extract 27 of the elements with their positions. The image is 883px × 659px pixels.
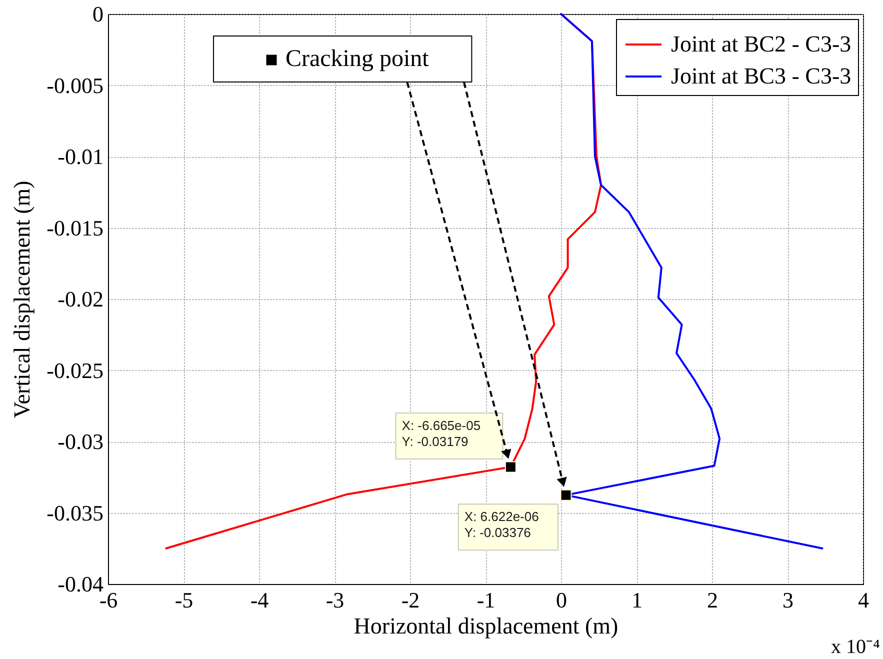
y-tick-label: -0.01 bbox=[58, 144, 104, 169]
y-tick-label: -0.04 bbox=[58, 572, 104, 596]
x-tick-label: -1 bbox=[476, 588, 496, 612]
x-tick-label: 3 bbox=[782, 588, 794, 612]
x-axis-title: Horizontal displacement (m) bbox=[354, 614, 618, 638]
legend-label: Joint at BC3 - C3-3 bbox=[671, 64, 852, 88]
x-tick-label: 1 bbox=[632, 588, 642, 612]
x-tick-label: -3 bbox=[326, 588, 344, 612]
legend-label: Cracking point bbox=[286, 46, 430, 72]
text: x 10⁻⁴ bbox=[831, 636, 880, 658]
annotation: X: -6.665e-05 Y: -0.03179 bbox=[402, 418, 481, 450]
x-tick-label: 0 bbox=[556, 588, 567, 612]
y-axis-title: Vertical displacement (m) bbox=[10, 180, 35, 418]
annotation: X: 6.622e-06 Y: -0.03376 bbox=[464, 509, 539, 540]
y-tick-label: -0.005 bbox=[46, 72, 104, 98]
legend-label: Joint at BC2 - C3-3 bbox=[671, 32, 852, 56]
y-tick-label: -0.02 bbox=[58, 286, 104, 312]
x-tick-label: -5 bbox=[174, 588, 194, 612]
y-tick-label: -0.025 bbox=[46, 358, 104, 383]
x-tick-label: -2 bbox=[401, 588, 420, 612]
x-tick-label: 4 bbox=[858, 588, 869, 612]
x-tick-label: 2 bbox=[707, 588, 718, 612]
y-tick-label: -0.015 bbox=[46, 215, 104, 240]
y-tick-label: -0.03 bbox=[58, 429, 104, 454]
y-tick-label: -0.035 bbox=[46, 500, 104, 526]
y-tick-label: 0 bbox=[92, 2, 104, 26]
x-tick-label: -4 bbox=[250, 588, 269, 612]
